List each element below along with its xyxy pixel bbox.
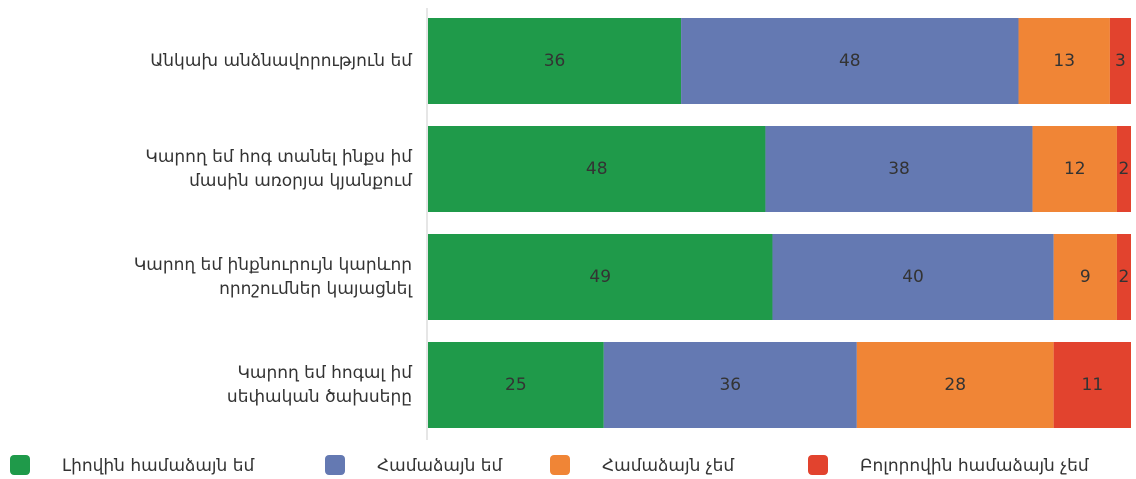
bar-segment <box>428 342 604 428</box>
category-label: Կարող եմ ինքնուրույն կարևոր <box>134 255 412 275</box>
legend-label: Համաձայն եմ <box>377 456 503 476</box>
value-label: 25 <box>505 375 527 395</box>
bar-segment <box>681 18 1019 104</box>
bar-segment <box>603 342 857 428</box>
bar-segment <box>428 234 773 320</box>
value-label: 2 <box>1119 159 1130 179</box>
value-label: 36 <box>719 375 741 395</box>
value-label: 11 <box>1082 375 1104 395</box>
bar-segment <box>1032 126 1117 212</box>
value-label: 9 <box>1080 267 1091 287</box>
category-label: Անկախ անձնավորություն եմ <box>150 51 412 71</box>
value-label: 40 <box>902 267 924 287</box>
value-label: 28 <box>944 375 966 395</box>
category-label: որոշումներ կայացնել <box>219 279 413 299</box>
value-label: 49 <box>589 267 611 287</box>
bar-segment <box>1116 126 1131 212</box>
bar-segment <box>856 342 1054 428</box>
value-label: 2 <box>1119 267 1130 287</box>
bar-segment <box>772 234 1054 320</box>
legend-label: Համաձայն չեմ <box>602 456 734 476</box>
category-label: մասին առօրյա կյանքում <box>189 171 412 191</box>
category-label: Կարող եմ հոգ տանել ինքս իմ <box>145 147 412 167</box>
legend-label: Բոլորովին համաձայն չեմ <box>860 456 1089 476</box>
value-label: 48 <box>839 51 861 71</box>
legend-swatch <box>550 455 570 475</box>
value-label: 13 <box>1053 51 1075 71</box>
bar-segment <box>428 126 766 212</box>
bar-segment <box>1116 234 1131 320</box>
value-label: 48 <box>586 159 608 179</box>
value-label: 38 <box>888 159 910 179</box>
legend-swatch <box>325 455 345 475</box>
bar-segment <box>1018 18 1110 104</box>
legend-label: Լիովին համաձայն եմ <box>62 456 254 476</box>
category-label: Կարող եմ հոգալ իմ <box>237 363 412 383</box>
bar-segment <box>428 18 682 104</box>
bar-segment <box>1053 342 1131 428</box>
bar-segment <box>1109 18 1131 104</box>
category-label: սեփական ծախսերը <box>227 387 412 407</box>
value-label: 36 <box>544 51 566 71</box>
legend-swatch <box>808 455 828 475</box>
bar-segment <box>1053 234 1117 320</box>
value-label: 12 <box>1064 159 1086 179</box>
value-label: 3 <box>1115 51 1126 71</box>
bar-segment <box>765 126 1033 212</box>
legend-swatch <box>10 455 30 475</box>
